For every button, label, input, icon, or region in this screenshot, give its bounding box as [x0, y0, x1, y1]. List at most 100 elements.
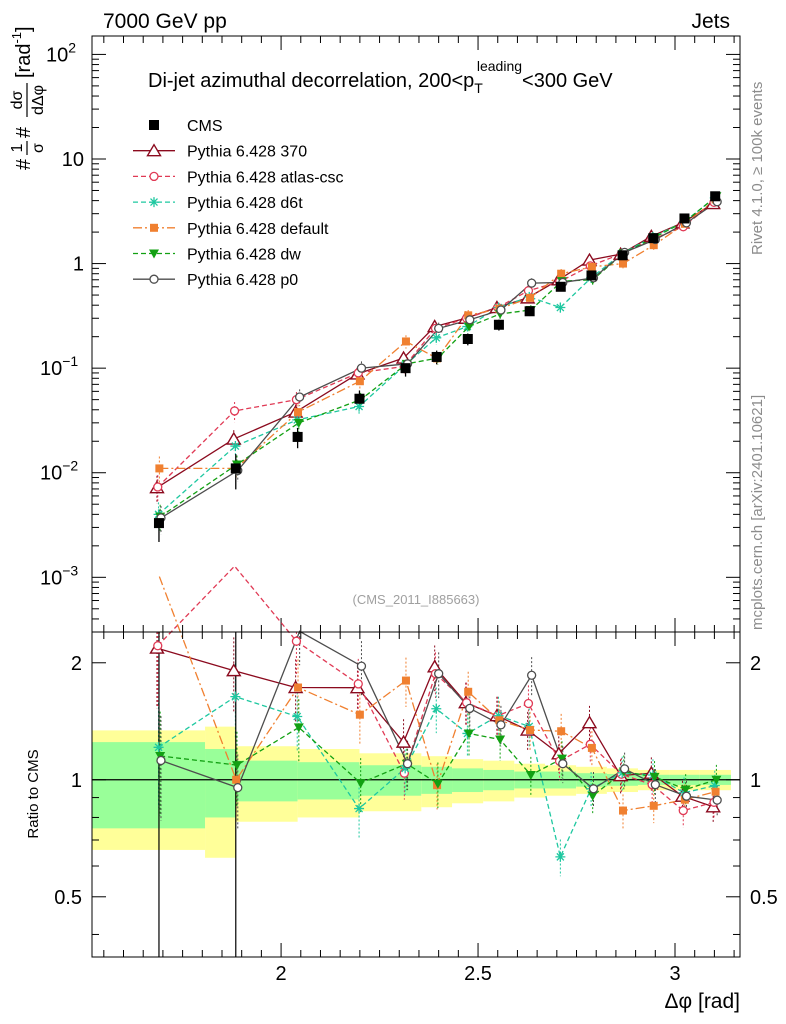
legend-marker-4 [150, 223, 158, 232]
data-point-2 [292, 431, 303, 442]
data-point-7 [493, 319, 504, 330]
x-tick-label-2: 3 [669, 963, 680, 985]
band-inner-3 [297, 762, 360, 800]
ratio-frame [91, 631, 741, 958]
ratio-point-0-1 [226, 663, 242, 677]
ratio-point-5-8 [526, 670, 537, 680]
ratio-tick-label-left-2: 2 [71, 653, 82, 675]
data-point-10 [586, 270, 597, 281]
ratio-point-5-10 [588, 784, 599, 794]
point-3-9 [557, 269, 566, 278]
ratio-point-2-4 [400, 763, 411, 774]
y-tick-label-1: 10−2 [40, 458, 78, 485]
data-point-13 [679, 213, 690, 224]
ratio-point-4-2 [293, 723, 304, 733]
ratio-point-5-6 [465, 703, 475, 714]
ratio-point-1-3 [353, 679, 363, 689]
ratio-point-5-7 [496, 720, 506, 730]
ratio-point-2-0 [153, 742, 164, 753]
point-2-5 [431, 332, 442, 343]
point-3-4 [401, 337, 410, 346]
ratio-point-5-14 [712, 795, 722, 805]
analysis-id: (CMS_2011_I885663) [353, 592, 480, 607]
header-right: Jets [691, 10, 730, 33]
ratio-point-5-0 [156, 755, 166, 766]
data-point-9 [555, 281, 566, 292]
ratio-point-4-10 [587, 791, 598, 801]
legend-label-5: Pythia 6.428 dw [187, 247, 301, 264]
data-point-1 [230, 463, 241, 474]
legend-marker-0 [149, 120, 159, 130]
ratio-point-3-6 [464, 687, 473, 696]
ratio-point-2-3 [354, 803, 365, 814]
ratio-point-4-7 [495, 735, 506, 745]
data-point-3 [354, 393, 365, 404]
data-point-14 [710, 191, 721, 202]
point-4-2 [293, 418, 304, 428]
point-2-1 [230, 441, 241, 452]
y-tick-label-5: 102 [46, 39, 76, 66]
x-axis-label: Δφ [rad] [665, 990, 741, 1013]
main-axes: 10−3 10−2 10−1 1 10 102 [40, 36, 740, 632]
point-5-2 [294, 392, 305, 402]
data-point-5 [431, 351, 442, 362]
point-2-3 [354, 401, 365, 412]
ratio-point-3-1 [232, 775, 241, 784]
data-point-8 [524, 306, 535, 317]
main-error-bars [156, 192, 718, 542]
ratio-point-2-1 [230, 691, 241, 702]
point-3-10 [587, 262, 596, 271]
svg-text:dΔφ: dΔφ [30, 85, 47, 115]
ratio-tick-label-left-1: 1 [71, 770, 82, 792]
svg-text:#: # [13, 158, 35, 170]
legend-label-2: Pythia 6.428 atlas-csc [187, 169, 344, 186]
ratio-axes: 2 2.5 3 0.5 0.5 1 1 2 2 [54, 632, 778, 985]
ratio-point-3-3 [355, 710, 364, 719]
ratio-tick-label-right-0: 0.5 [750, 887, 778, 909]
ratio-tick-label-right-2: 2 [750, 653, 761, 675]
y-tick-label-2: 10−1 [40, 353, 78, 380]
data-point-0 [153, 518, 164, 529]
y-tick-label-3: 1 [73, 254, 84, 276]
ratio-point-5-4 [402, 759, 413, 769]
data-point-4 [400, 363, 411, 374]
legend-marker-3 [149, 197, 159, 208]
ratio-series-line-2 [158, 695, 715, 859]
ratio-point-3-11 [619, 806, 628, 815]
ratio-tick-label-right-1: 1 [750, 770, 761, 792]
x-tick-label-1: 2.5 [464, 963, 492, 985]
point-3-2 [294, 408, 303, 417]
series-line-2 [158, 197, 716, 515]
legend-label-4: Pythia 6.428 default [187, 221, 329, 238]
point-3-6 [464, 311, 473, 320]
legend-label-6: Pythia 6.428 p0 [187, 272, 298, 289]
ratio-markers [149, 636, 722, 862]
y-tick-label-0: 10−3 [40, 562, 78, 589]
ratio-point-3-2 [294, 683, 303, 692]
ratio-point-1-13 [678, 805, 688, 816]
legend-marker-1 [146, 143, 162, 157]
ratio-point-3-7 [495, 716, 504, 725]
svg-text:1: 1 [9, 143, 26, 152]
chart-title: Di-jet azimuthal decorrelation, 200<pTle… [148, 58, 613, 96]
main-markers [149, 191, 722, 529]
ratio-point-4-5 [432, 779, 443, 789]
ratio-point-4-14 [711, 775, 722, 785]
point-5-5 [434, 323, 444, 334]
ratio-point-2-7 [493, 710, 504, 721]
ratio-panel: 2 2.5 3 0.5 0.5 1 1 2 2 [54, 565, 778, 985]
ratio-point-2-5 [431, 703, 442, 714]
point-5-8 [526, 278, 537, 288]
ratio-point-2-9 [555, 851, 566, 862]
ratio-tick-label-left-0: 0.5 [54, 887, 82, 909]
data-point-12 [648, 233, 659, 244]
legend-marker-6 [149, 274, 159, 284]
point-4-6 [464, 322, 475, 332]
point-3-12 [649, 241, 658, 250]
legend: CMS Pythia 6.428 370 Pythia 6.428 atlas-cs… [133, 118, 344, 289]
legend-label-0: CMS [187, 118, 223, 135]
legend-marker-5 [149, 249, 159, 259]
band-inner-1 [205, 749, 236, 818]
band-inner-4 [359, 765, 422, 796]
ratio-point-5-13 [681, 791, 692, 801]
